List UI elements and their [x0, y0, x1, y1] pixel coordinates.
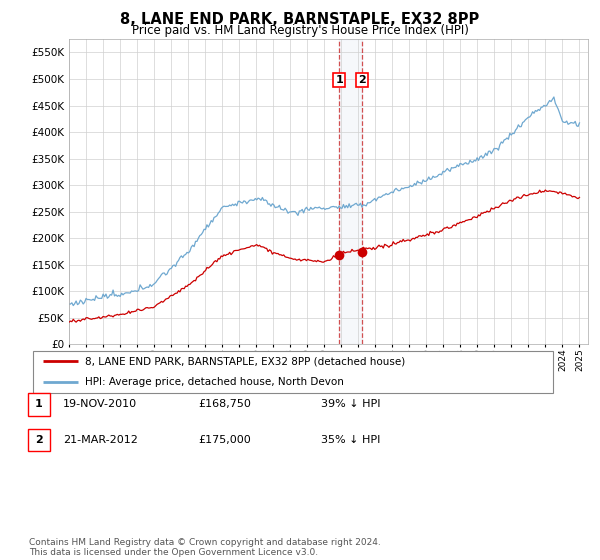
Text: 2: 2 — [358, 75, 366, 85]
FancyBboxPatch shape — [32, 351, 553, 393]
Text: HPI: Average price, detached house, North Devon: HPI: Average price, detached house, Nort… — [85, 377, 344, 388]
Text: 21-MAR-2012: 21-MAR-2012 — [63, 435, 138, 445]
Text: 35% ↓ HPI: 35% ↓ HPI — [321, 435, 380, 445]
Text: Price paid vs. HM Land Registry's House Price Index (HPI): Price paid vs. HM Land Registry's House … — [131, 24, 469, 37]
Text: 2: 2 — [35, 435, 43, 445]
Text: 39% ↓ HPI: 39% ↓ HPI — [321, 399, 380, 409]
Text: 8, LANE END PARK, BARNSTAPLE, EX32 8PP (detached house): 8, LANE END PARK, BARNSTAPLE, EX32 8PP (… — [85, 356, 406, 366]
Text: 1: 1 — [335, 75, 343, 85]
Text: £168,750: £168,750 — [198, 399, 251, 409]
Text: 19-NOV-2010: 19-NOV-2010 — [63, 399, 137, 409]
Bar — [339, 39, 362, 344]
Text: 8, LANE END PARK, BARNSTAPLE, EX32 8PP: 8, LANE END PARK, BARNSTAPLE, EX32 8PP — [121, 12, 479, 27]
Text: 1: 1 — [35, 399, 43, 409]
Text: £175,000: £175,000 — [198, 435, 251, 445]
Text: Contains HM Land Registry data © Crown copyright and database right 2024.
This d: Contains HM Land Registry data © Crown c… — [29, 538, 380, 557]
